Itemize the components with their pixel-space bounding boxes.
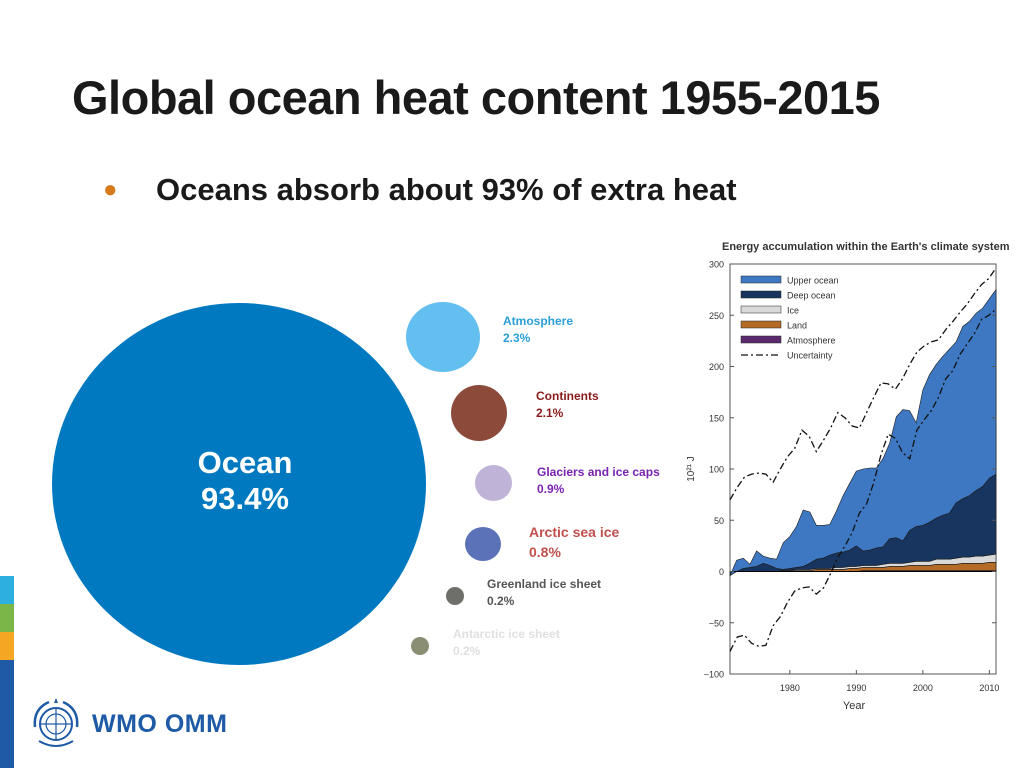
legend-label: Ice	[787, 306, 799, 316]
legend-swatch	[740, 275, 782, 284]
legend-swatch	[740, 305, 782, 314]
y-tick-label: −100	[704, 670, 724, 680]
continents-circle	[451, 385, 507, 441]
uncertainty-upper-line	[729, 267, 997, 501]
x-tick-label: 1980	[780, 683, 800, 693]
x-tick-label: 2010	[979, 683, 999, 693]
chart-areas	[729, 288, 997, 577]
colorbar-blue-top	[0, 576, 14, 604]
atmosphere-label: Atmosphere 2.3%	[503, 313, 573, 347]
greenland-circle	[446, 587, 464, 605]
arctic-circle	[465, 527, 501, 561]
legend-label: Atmosphere	[787, 336, 836, 346]
atmosphere-value: 2.3%	[503, 331, 531, 345]
glaciers-value: 0.9%	[537, 482, 565, 496]
x-tick-label: 1990	[846, 683, 866, 693]
ocean-circle	[52, 303, 426, 665]
bullet-text: Oceans absorb about 93% of extra heat	[156, 172, 737, 207]
y-tick-label: 100	[709, 465, 724, 475]
glaciers-label: Glaciers and ice caps 0.9%	[537, 464, 660, 498]
legend-label: Deep ocean	[787, 291, 836, 301]
y-tick-label: 200	[709, 362, 724, 372]
area-upper-ocean	[729, 288, 997, 577]
continents-value: 2.1%	[536, 406, 564, 420]
wmo-logo-text: WMO OMM	[92, 710, 228, 738]
chart-axes: −100 −50 0 50 100 150 200 250 300 1980 1990 2000 201…	[704, 260, 1000, 694]
uncertainty-lines	[729, 267, 997, 652]
ocean-value: 93.4%	[201, 481, 289, 516]
arctic-name: Arctic sea ice	[529, 524, 620, 540]
colorbar-blue-bottom	[0, 660, 14, 768]
y-tick-label: 150	[709, 413, 724, 423]
continents-name: Continents	[536, 389, 599, 403]
ocean-name: Ocean	[197, 445, 293, 480]
chart-title: Energy accumulation within the Earth's c…	[722, 241, 1010, 253]
colorbar-green	[0, 604, 14, 632]
continents-label: Continents 2.1%	[536, 388, 599, 422]
y-tick-label: 50	[714, 516, 724, 526]
legend-swatch	[740, 290, 782, 299]
y-tick-label: 0	[719, 567, 724, 577]
antarctic-label: Antarctic ice sheet 0.2%	[453, 626, 560, 660]
wmo-emblem-icon	[33, 698, 79, 747]
glaciers-circle	[475, 465, 512, 501]
legend-label: Uncertainty	[787, 351, 833, 361]
x-axis-label: Year	[843, 700, 866, 712]
colorbar-orange	[0, 632, 14, 660]
chart-legend: Upper ocean Deep ocean Ice Land Atmosphere Un…	[740, 275, 839, 361]
bullet-icon: ●	[103, 176, 118, 203]
slide-title: Global ocean heat content 1955-2015	[72, 71, 880, 124]
y-tick-label: 250	[709, 311, 724, 321]
ocean-label: Ocean 93.4%	[150, 445, 340, 517]
y-axis-label: 10²¹ J	[686, 456, 697, 482]
x-tick-label: 2000	[913, 683, 933, 693]
legend-swatch	[740, 335, 782, 344]
greenland-name: Greenland ice sheet	[487, 577, 602, 591]
greenland-label: Greenland ice sheet 0.2%	[487, 576, 601, 610]
legend-label: Land	[787, 321, 807, 331]
arctic-value: 0.8%	[529, 544, 561, 560]
glaciers-name: Glaciers and ice caps	[537, 465, 660, 479]
arctic-label: Arctic sea ice 0.8%	[529, 522, 619, 562]
antarctic-value: 0.2%	[453, 644, 481, 658]
legend-swatch	[740, 320, 782, 329]
uncertainty-lower-line	[729, 308, 997, 652]
energy-accumulation-chart: Energy accumulation within the Earth's c…	[686, 241, 1010, 712]
legend-label: Upper ocean	[787, 276, 839, 286]
antarctic-circle	[411, 637, 429, 655]
atmosphere-name: Atmosphere	[503, 314, 574, 328]
greenland-value: 0.2%	[487, 594, 515, 608]
y-tick-label: −50	[709, 618, 724, 628]
atmosphere-circle	[406, 302, 480, 372]
y-tick-label: 300	[709, 260, 724, 270]
antarctic-name: Antarctic ice sheet	[453, 627, 560, 641]
